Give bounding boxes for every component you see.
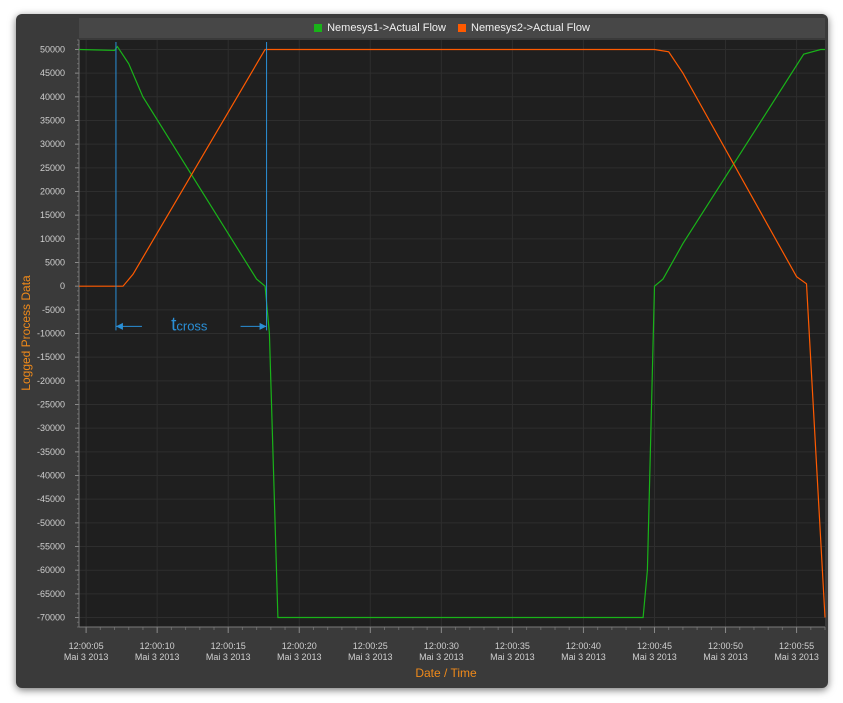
legend-label-series-1: Nemesys1->Actual Flow [327,22,446,34]
y-tick-label: -50000 [37,518,65,528]
x-tick-label-time: 12:00:55 [779,641,814,651]
x-tick-label-time: 12:00:15 [211,641,246,651]
y-tick-label: -30000 [37,423,65,433]
series-line-2 [79,48,826,618]
annotation-right-arrowhead [259,322,267,330]
y-tick-label: -10000 [37,329,65,339]
y-tick-label: -20000 [37,376,65,386]
x-tick-label-date: Mai 3 2013 [135,652,180,662]
t-cross-annotation: tcross [115,42,268,335]
x-tick-label-time: 12:00:25 [353,641,388,651]
x-axis-title: Date / Time [415,666,477,680]
series-lines [78,45,826,619]
y-tick-label: 5000 [45,257,65,267]
annotation-label-sub: cross [176,318,208,333]
x-tick-label-date: Mai 3 2013 [703,652,748,662]
legend-label-series-2: Nemesys2->Actual Flow [471,22,590,34]
y-tick-label: -65000 [37,589,65,599]
x-tick-label-date: Mai 3 2013 [206,652,251,662]
series-line-1 [78,45,825,619]
x-tick-label-date: Mai 3 2013 [561,652,606,662]
x-tick-label-time: 12:00:30 [424,641,459,651]
annotation-label: tcross [171,314,208,335]
y-tick-label: 30000 [40,139,65,149]
y-tick-label: -55000 [37,542,65,552]
y-tick-label: 50000 [40,44,65,54]
y-tick-label: -40000 [37,471,65,481]
y-tick-label: 35000 [40,115,65,125]
grid-lines [79,40,825,627]
x-tick-label-date: Mai 3 2013 [348,652,393,662]
series-2-swatch-icon [458,24,466,32]
x-tick-label-date: Mai 3 2013 [277,652,322,662]
y-axis-ticks: 5000045000400003500030000250002000015000… [37,39,80,628]
y-tick-label: -15000 [37,352,65,362]
x-tick-label-date: Mai 3 2013 [64,652,109,662]
legend-item-series-2[interactable]: Nemesys2->Actual Flow [458,22,590,34]
annotation-label-main: t [171,314,177,335]
x-tick-label-time: 12:00:20 [282,641,317,651]
x-tick-label-time: 12:00:50 [708,641,743,651]
x-tick-label-time: 12:00:35 [495,641,530,651]
y-tick-label: -60000 [37,565,65,575]
y-tick-label: -70000 [37,613,65,623]
x-tick-label-time: 12:00:45 [637,641,672,651]
legend: Nemesys1->Actual Flow Nemesys2->Actual F… [79,18,825,38]
x-tick-label-time: 12:00:05 [69,641,104,651]
y-tick-label: 15000 [40,210,65,220]
legend-item-series-1[interactable]: Nemesys1->Actual Flow [314,22,446,34]
y-tick-label: -5000 [42,305,65,315]
y-tick-label: 25000 [40,163,65,173]
series-1-swatch-icon [314,24,323,32]
x-tick-label-date: Mai 3 2013 [632,652,677,662]
y-tick-label: 40000 [40,92,65,102]
y-tick-label: -35000 [37,447,65,457]
x-tick-label-time: 12:00:40 [566,641,601,651]
y-tick-label: 20000 [40,186,65,196]
x-tick-label-date: Mai 3 2013 [774,652,819,662]
annotation-left-arrowhead [115,322,123,330]
y-tick-label: 10000 [40,234,65,244]
x-tick-label-time: 12:00:10 [140,641,175,651]
x-tick-label-date: Mai 3 2013 [419,652,464,662]
y-tick-label: 0 [60,281,65,291]
y-tick-label: -45000 [37,494,65,504]
y-tick-label: 45000 [40,68,65,78]
x-tick-label-date: Mai 3 2013 [490,652,535,662]
y-tick-label: -25000 [37,400,65,410]
y-axis-title: Logged Process Data [19,275,33,391]
